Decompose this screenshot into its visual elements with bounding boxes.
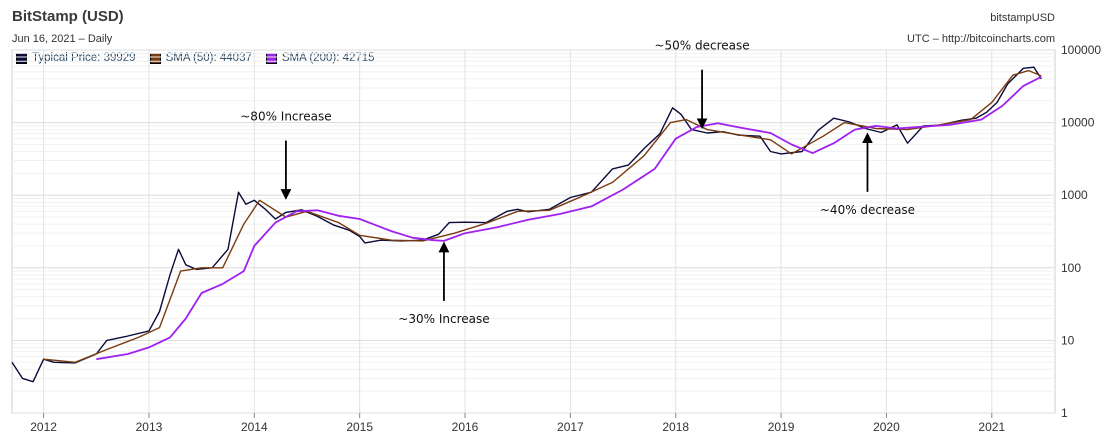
- x-tick-label: 2020: [873, 420, 900, 434]
- plot-frame: [11, 49, 1056, 414]
- x-tick-label: 2019: [768, 420, 795, 434]
- y-tick-label: 10000: [1061, 116, 1095, 130]
- series-line-typical-price: [11, 66, 1042, 383]
- annotation-label: ~40% decrease: [820, 203, 915, 217]
- chart-subtitle: Jun 16, 2021 – Daily: [12, 33, 113, 45]
- x-tick-label: 2013: [136, 420, 163, 434]
- series-line-sma200: [96, 75, 1042, 361]
- x-tick-label: 2021: [978, 420, 1005, 434]
- x-tick-label: 2015: [346, 420, 373, 434]
- y-tick-label: 1000: [1061, 188, 1088, 202]
- y-tick-label: 100: [1061, 261, 1081, 275]
- x-tick-label: 2012: [30, 420, 57, 434]
- x-tick-label: 2016: [452, 420, 479, 434]
- source-name: bitstampUSD: [990, 12, 1055, 24]
- y-tick-label: 10: [1061, 333, 1075, 347]
- annotation-label: ~30% Increase: [398, 312, 489, 326]
- y-tick-label: 100000: [1061, 43, 1101, 57]
- source-url: UTC – http://bitcoincharts.com: [907, 33, 1055, 45]
- x-tick-label: 2018: [662, 420, 689, 434]
- chart-title: BitStamp (USD): [12, 8, 124, 25]
- x-tick-label: 2017: [557, 420, 584, 434]
- annotation-label: ~80% Increase: [240, 110, 331, 124]
- annotation-label: ~50% decrease: [654, 39, 749, 53]
- y-tick-label: 1: [1061, 406, 1068, 420]
- x-tick-label: 2014: [241, 420, 268, 434]
